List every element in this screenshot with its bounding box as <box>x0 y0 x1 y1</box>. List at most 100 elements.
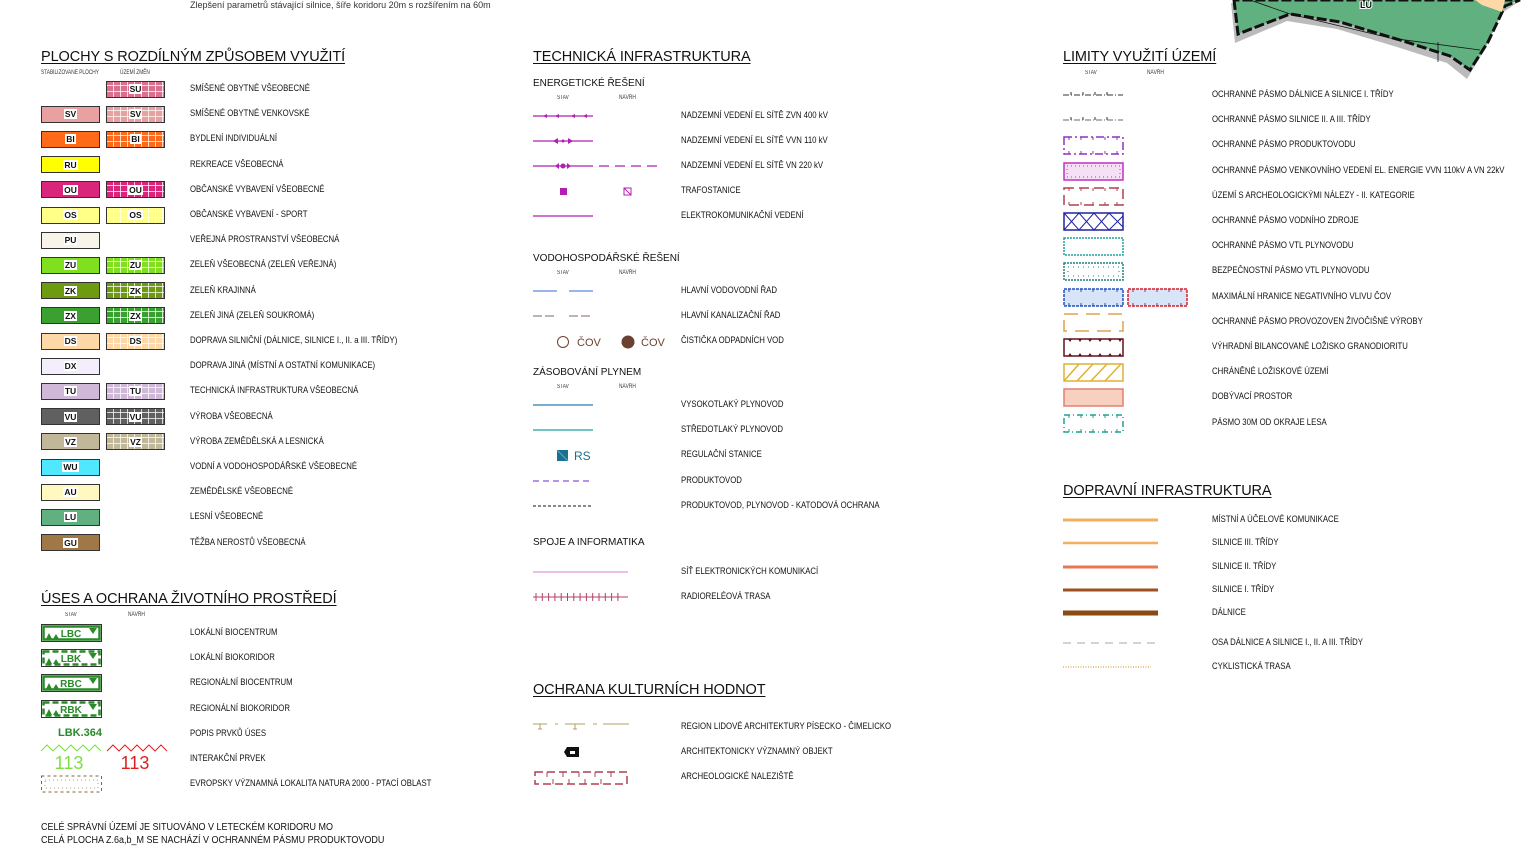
svg-text:113: 113 <box>121 753 150 773</box>
vn220-icon <box>533 163 659 169</box>
uses-lbc-icon: LBC <box>41 624 102 642</box>
legend-label: REKREACE VŠEOBECNÁ <box>190 158 284 170</box>
swatch-stav-tu: TU <box>41 382 100 400</box>
interakcni-stav-icon: 113 <box>40 744 102 773</box>
col-stav: STAV <box>557 270 569 276</box>
road-line-icon <box>1063 565 1158 569</box>
uses-rbc-icon: RBC <box>41 674 102 693</box>
legend-label: STŘEDOTLAKÝ PLYNOVOD <box>681 424 784 435</box>
swatch-zmena-zk: ZK <box>106 282 165 300</box>
col-stav: STAV <box>557 95 569 101</box>
legend-label: POPIS PRVKŮ ÚSES <box>190 727 267 739</box>
op-zivocisna-icon <box>1063 313 1124 332</box>
swatch-zmena-zx: ZX <box>106 307 165 325</box>
swatch-stav-zu: ZU <box>41 256 100 274</box>
radio-icon <box>533 593 628 601</box>
plochy-col-zmena: ÚZEMÍ ZMĚN <box>120 70 150 76</box>
legend-label: INTERAKČNÍ PRVEK <box>190 753 266 764</box>
legend-label: ČISTIČKA ODPADNÍCH VOD <box>681 335 784 346</box>
limity-title: LIMITY VYUŽITÍ ÚZEMÍ <box>1063 49 1217 65</box>
swatch-stav-wu: WU <box>41 458 100 476</box>
legend-label: VÝROBA ZEMĚDĚLSKÁ A LESNICKÁ <box>190 435 324 447</box>
legend-label: BEZPEČNOSTNÍ PÁSMO VTL PLYNOVODU <box>1212 265 1370 277</box>
legend-label: SILNICE I. TŘÍDY <box>1212 584 1275 595</box>
sitek-icon <box>533 571 628 573</box>
swatch-stav-vz: VZ <box>41 433 100 451</box>
uses-title: ÚSES A OCHRANA ŽIVOTNÍHO PROSTŘEDÍ <box>41 591 337 607</box>
legend-label: ARCHITEKTONICKY VÝZNAMNÝ OBJEKT <box>681 746 833 758</box>
swatch-stav-vu: VU <box>41 408 100 426</box>
legend-label: OCHRANNÉ PÁSMO DÁLNICE A SILNICE I. TŘÍD… <box>1212 89 1394 100</box>
legend-label: LESNÍ VŠEOBECNÉ <box>190 511 264 523</box>
note-1: CELÉ SPRÁVNÍ ÚZEMÍ JE SITUOVÁNO V LETECK… <box>41 822 334 833</box>
stl-icon <box>533 429 593 431</box>
trafo-icon <box>560 187 632 196</box>
legend-label: SÍŤ ELEKTRONICKÝCH KOMUNIKACÍ <box>681 566 819 577</box>
op-vedeni-icon <box>1063 161 1124 181</box>
op-vtl-icon <box>1063 237 1124 256</box>
legend-label: OSA DÁLNICE A SILNICE I., II. A III. TŘÍ… <box>1212 637 1363 648</box>
swatch-stav-ru: RU <box>41 156 100 174</box>
legend-label: BYDLENÍ INDIVIDUÁLNÍ <box>190 133 278 145</box>
swatch-zmena-ds: DS <box>106 332 165 350</box>
legend-label: PÁSMO 30M OD OKRAJE LESA <box>1212 416 1327 428</box>
swatch-stav-sv: SV <box>41 105 100 123</box>
legend-label: DOPRAVA SILNIČNÍ (DÁLNICE, SILNICE I., I… <box>190 335 398 346</box>
legend-label: VODNÍ A VODOHOSPODÁŘSKÉ VŠEOBECNÉ <box>190 461 358 472</box>
svg-text:RBK: RBK <box>60 705 82 716</box>
legend-label: VYSOKOTLAKÝ PLYNOVOD <box>681 399 784 410</box>
uses-col-stav: STAV <box>65 612 77 618</box>
swatch-stav-os: OS <box>41 206 100 224</box>
legend-label: REGIONÁLNÍ BIOKORIDOR <box>190 702 290 714</box>
vodovod-icon <box>533 290 593 292</box>
legend-label: OCHRANNÉ PÁSMO VODNÍHO ZDROJE <box>1212 215 1359 226</box>
legend-label: TRAFOSTANICE <box>681 185 741 196</box>
legend-label: ELEKTROKOMUNIKAČNÍ VEDENÍ <box>681 210 804 221</box>
col-navrh: NÁVRH <box>619 384 636 390</box>
legend-label: HLAVNÍ KANALIZAČNÍ ŘAD <box>681 310 781 321</box>
swatch-stav-zx: ZX <box>41 307 100 325</box>
interakcni-navrh-icon: 113 <box>106 744 168 773</box>
col-navrh: NÁVRH <box>619 270 636 276</box>
legend-label: OCHRANNÉ PÁSMO VTL PLYNOVODU <box>1212 240 1354 252</box>
legend-label: PRODUKTOVOD <box>681 475 742 486</box>
limity-col-navrh: NÁVRH <box>1147 70 1164 76</box>
legend-label: SILNICE III. TŘÍDY <box>1212 537 1279 548</box>
legend-label: TĚŽBA NEROSTŮ VŠEOBECNÁ <box>190 536 306 548</box>
vvn110-icon <box>533 138 593 144</box>
les30-icon <box>1063 413 1124 433</box>
tech-group-title: ENERGETICKÉ ŘEŠENÍ <box>533 78 645 89</box>
op-produktovod-icon <box>1063 136 1124 156</box>
legend-label: OCHRANNÉ PÁSMO SILNICE II. A III. TŘÍDY <box>1212 114 1371 126</box>
road-line-icon <box>1063 588 1158 592</box>
uses-col-navrh: NÁVRH <box>128 612 145 618</box>
zvn400-icon <box>533 114 593 118</box>
plochy-title: PLOCHY S ROZDÍLNÝM ZPŮSOBEM VYUŽITÍ <box>41 49 346 65</box>
swatch-stav-ds: DS <box>41 332 100 350</box>
legend-label: HLAVNÍ VODOVODNÍ ŘAD <box>681 285 777 296</box>
region-icon <box>533 723 629 730</box>
vtl-icon <box>533 404 593 406</box>
legend-label: VÝROBA VŠEOBECNÁ <box>190 410 273 422</box>
cov-icon: ČOV ČOV <box>557 335 666 349</box>
swatch-zmena-sv: SV <box>106 105 165 123</box>
op-dalnice-icon <box>1063 92 1123 96</box>
legend-label: DOPRAVA JINÁ (MÍSTNÍ A OSTATNÍ KOMUNIKAC… <box>190 360 376 372</box>
note-2: CELÁ PLOCHA Z.6a,b_M SE NACHÁZÍ V OCHRAN… <box>41 835 385 846</box>
legend-label: SILNICE II. TŘÍDY <box>1212 561 1277 572</box>
produktovod-icon <box>533 480 593 482</box>
svg-text:ČOV: ČOV <box>577 336 602 349</box>
svg-text:113: 113 <box>55 753 84 773</box>
swatch-stav-lu: LU <box>41 508 100 526</box>
road-line-icon <box>1063 666 1151 668</box>
swatch-stav-au: AU <box>41 483 100 501</box>
kultura-title: OCHRANA KULTURNÍCH HODNOT <box>533 682 766 698</box>
chlu-icon <box>1063 363 1124 382</box>
legend-label: NADZEMNÍ VEDENÍ EL SÍTĚ ZVN 400 kV <box>681 110 828 121</box>
legend-label: OBČANSKÉ VYBAVENÍ - SPORT <box>190 209 308 220</box>
legend-label: CHRÁNĚNÉ LOŽISKOVÉ ÚZEMÍ <box>1212 366 1329 378</box>
legend-label: ÚZEMÍ S ARCHEOLOGICKÝMI NÁLEZY - II. KAT… <box>1212 189 1415 201</box>
legend-label: OCHRANNÉ PÁSMO PROVOZOVEN ŽIVOČIŠNÉ VÝRO… <box>1212 315 1423 327</box>
legend-label: VÝHRADNÍ BILANCOVANÉ LOŽISKO GRANODIORIT… <box>1212 341 1408 352</box>
uses-rbk-icon: RBK <box>41 699 102 718</box>
